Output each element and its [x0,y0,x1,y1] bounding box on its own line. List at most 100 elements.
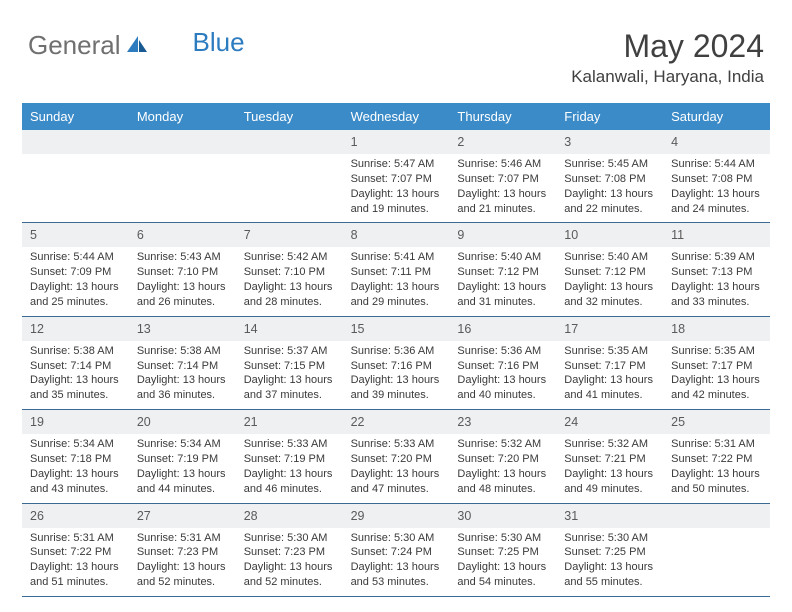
day-body: Sunrise: 5:35 AMSunset: 7:17 PMDaylight:… [663,341,770,409]
daylight-line-2: and 49 minutes. [564,482,655,497]
sunrise-line: Sunrise: 5:34 AM [137,437,228,452]
calendar-day-cell: 16 Sunrise: 5:36 AMSunset: 7:16 PMDayligh… [449,317,556,409]
calendar-week: 1Sunrise: 5:47 AMSunset: 7:07 PMDaylight… [22,130,770,223]
day-body [22,154,129,163]
day-number-row: 25 [663,410,770,434]
day-number: 10 [564,228,578,242]
day-number: 12 [30,322,44,336]
daylight-line-1: Daylight: 13 hours [564,187,655,202]
daylight-line-2: and 25 minutes. [30,295,121,310]
day-number-row: 8 [343,223,450,247]
day-number-row: 22 [343,410,450,434]
calendar-day-cell: 29Sunrise: 5:30 AMSunset: 7:24 PMDayligh… [343,504,450,596]
day-body: Sunrise: 5:43 AMSunset: 7:10 PMDaylight:… [129,247,236,315]
daylight-line-1: Daylight: 13 hours [671,467,762,482]
day-body: Sunrise: 5:47 AMSunset: 7:07 PMDaylight:… [343,154,450,222]
daylight-line-2: and 52 minutes. [137,575,228,590]
day-body: Sunrise: 5:36 AMSunset: 7:16 PMDaylight:… [343,341,450,409]
calendar-day-cell: 3Sunrise: 5:45 AMSunset: 7:08 PMDaylight… [556,130,663,222]
sunset-line: Sunset: 7:08 PM [671,172,762,187]
day-number-row: 21 [236,410,343,434]
calendar-day-cell [663,504,770,596]
daylight-line-1: Daylight: 13 hours [564,280,655,295]
calendar-day-cell: 27Sunrise: 5:31 AMSunset: 7:23 PMDayligh… [129,504,236,596]
sunset-line: Sunset: 7:14 PM [30,359,121,374]
day-number-row: 30 [449,504,556,528]
daylight-line-2: and 29 minutes. [351,295,442,310]
calendar-day-cell: 5Sunrise: 5:44 AMSunset: 7:09 PMDaylight… [22,223,129,315]
sunset-line: Sunset: 7:22 PM [671,452,762,467]
daylight-line-1: Daylight: 13 hours [457,467,548,482]
day-number: 16 [457,322,471,336]
day-number-row: 27 [129,504,236,528]
sunset-line: Sunset: 7:21 PM [564,452,655,467]
day-number-row [236,130,343,154]
sunset-line: Sunset: 7:07 PM [351,172,442,187]
day-body: Sunrise: 5:40 AMSunset: 7:12 PMDaylight:… [556,247,663,315]
sunset-line: Sunset: 7:10 PM [244,265,335,280]
day-number: 18 [671,322,685,336]
calendar-day-cell [236,130,343,222]
daylight-line-2: and 28 minutes. [244,295,335,310]
day-number-row: 23 [449,410,556,434]
daylight-line-1: Daylight: 13 hours [671,280,762,295]
sunset-line: Sunset: 7:15 PM [244,359,335,374]
day-number-row: 26 [22,504,129,528]
sunrise-line: Sunrise: 5:37 AM [244,344,335,359]
sunrise-line: Sunrise: 5:35 AM [671,344,762,359]
daylight-line-2: and 37 minutes. [244,388,335,403]
sunrise-line: Sunrise: 5:32 AM [457,437,548,452]
day-number-row: 5 [22,223,129,247]
daylight-line-2: and 33 minutes. [671,295,762,310]
sunrise-line: Sunrise: 5:30 AM [564,531,655,546]
daylight-line-1: Daylight: 13 hours [30,373,121,388]
sunset-line: Sunset: 7:16 PM [351,359,442,374]
sunrise-line: Sunrise: 5:32 AM [564,437,655,452]
sunset-line: Sunset: 7:25 PM [457,545,548,560]
daylight-line-2: and 44 minutes. [137,482,228,497]
day-number: 7 [244,228,251,242]
sunrise-line: Sunrise: 5:40 AM [457,250,548,265]
calendar-grid: Sunday Monday Tuesday Wednesday Thursday… [22,103,770,597]
sunset-line: Sunset: 7:23 PM [137,545,228,560]
calendar-day-cell: 30Sunrise: 5:30 AMSunset: 7:25 PMDayligh… [449,504,556,596]
daylight-line-2: and 26 minutes. [137,295,228,310]
day-number-row: 13 [129,317,236,341]
page-header: General Blue May 2024 Kalanwali, Haryana… [0,0,792,95]
calendar-day-cell: 26 Sunrise: 5:31 AMSunset: 7:22 PMDayligh… [22,504,129,596]
day-number-row: 14 [236,317,343,341]
daylight-line-1: Daylight: 13 hours [351,187,442,202]
day-body: Sunrise: 5:31 AMSunset: 7:23 PMDaylight:… [129,528,236,596]
daylight-line-1: Daylight: 13 hours [457,560,548,575]
day-number: 26 [30,509,44,523]
sunrise-line: Sunrise: 5:38 AM [30,344,121,359]
calendar-day-cell: 12 Sunrise: 5:38 AMSunset: 7:14 PMDayligh… [22,317,129,409]
day-number: 28 [244,509,258,523]
sunrise-line: Sunrise: 5:30 AM [244,531,335,546]
day-body: Sunrise: 5:31 AMSunset: 7:22 PMDaylight:… [22,528,129,596]
day-number-row: 10 [556,223,663,247]
day-number: 25 [671,415,685,429]
weekday-header: Friday [556,103,663,130]
daylight-line-2: and 48 minutes. [457,482,548,497]
weekday-header: Wednesday [343,103,450,130]
day-body [663,528,770,537]
day-body: Sunrise: 5:32 AMSunset: 7:21 PMDaylight:… [556,434,663,502]
sunset-line: Sunset: 7:09 PM [30,265,121,280]
daylight-line-2: and 46 minutes. [244,482,335,497]
day-number-row: 28 [236,504,343,528]
calendar-day-cell: 14Sunrise: 5:37 AMSunset: 7:15 PMDayligh… [236,317,343,409]
day-body: Sunrise: 5:46 AMSunset: 7:07 PMDaylight:… [449,154,556,222]
sunset-line: Sunset: 7:24 PM [351,545,442,560]
sunrise-line: Sunrise: 5:31 AM [671,437,762,452]
location-label: Kalanwali, Haryana, India [571,67,764,87]
calendar-day-cell: 17Sunrise: 5:35 AMSunset: 7:17 PMDayligh… [556,317,663,409]
day-number-row: 12 [22,317,129,341]
daylight-line-1: Daylight: 13 hours [564,373,655,388]
day-number-row: 2 [449,130,556,154]
day-number-row [22,130,129,154]
sunrise-line: Sunrise: 5:38 AM [137,344,228,359]
day-body: Sunrise: 5:36 AMSunset: 7:16 PMDaylight:… [449,341,556,409]
day-number-row [663,504,770,528]
daylight-line-2: and 47 minutes. [351,482,442,497]
